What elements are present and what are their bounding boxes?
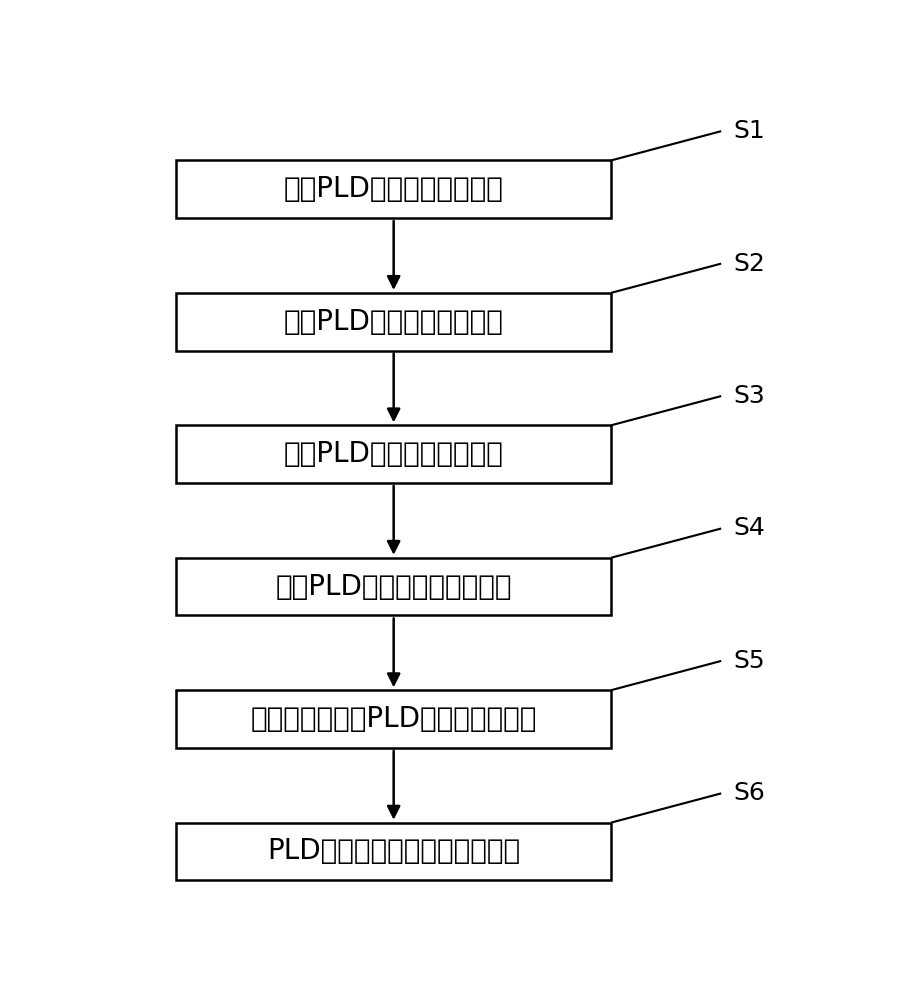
Bar xyxy=(176,558,611,615)
Text: 确定PLD软件安全性分析规则: 确定PLD软件安全性分析规则 xyxy=(275,573,512,601)
Text: S4: S4 xyxy=(734,516,766,540)
Text: S5: S5 xyxy=(734,649,766,673)
Text: S2: S2 xyxy=(734,252,766,276)
Text: 构建PLD软件状态迁移模型: 构建PLD软件状态迁移模型 xyxy=(284,440,503,468)
Text: 构建PLD软件功能处理模型: 构建PLD软件功能处理模型 xyxy=(284,308,503,336)
Text: S3: S3 xyxy=(734,384,766,408)
Bar xyxy=(176,160,611,218)
Text: 基于需求模型的PLD软件安全性分析: 基于需求模型的PLD软件安全性分析 xyxy=(251,705,537,733)
Text: S1: S1 xyxy=(734,119,766,143)
Bar xyxy=(176,293,611,351)
Text: PLD软件安全性分析充分性检查: PLD软件安全性分析充分性检查 xyxy=(267,837,520,865)
Text: S6: S6 xyxy=(734,781,766,805)
Bar xyxy=(176,690,611,748)
Bar xyxy=(176,823,611,880)
Text: 构建PLD软件功能处理模型: 构建PLD软件功能处理模型 xyxy=(284,175,503,203)
Bar xyxy=(176,425,611,483)
